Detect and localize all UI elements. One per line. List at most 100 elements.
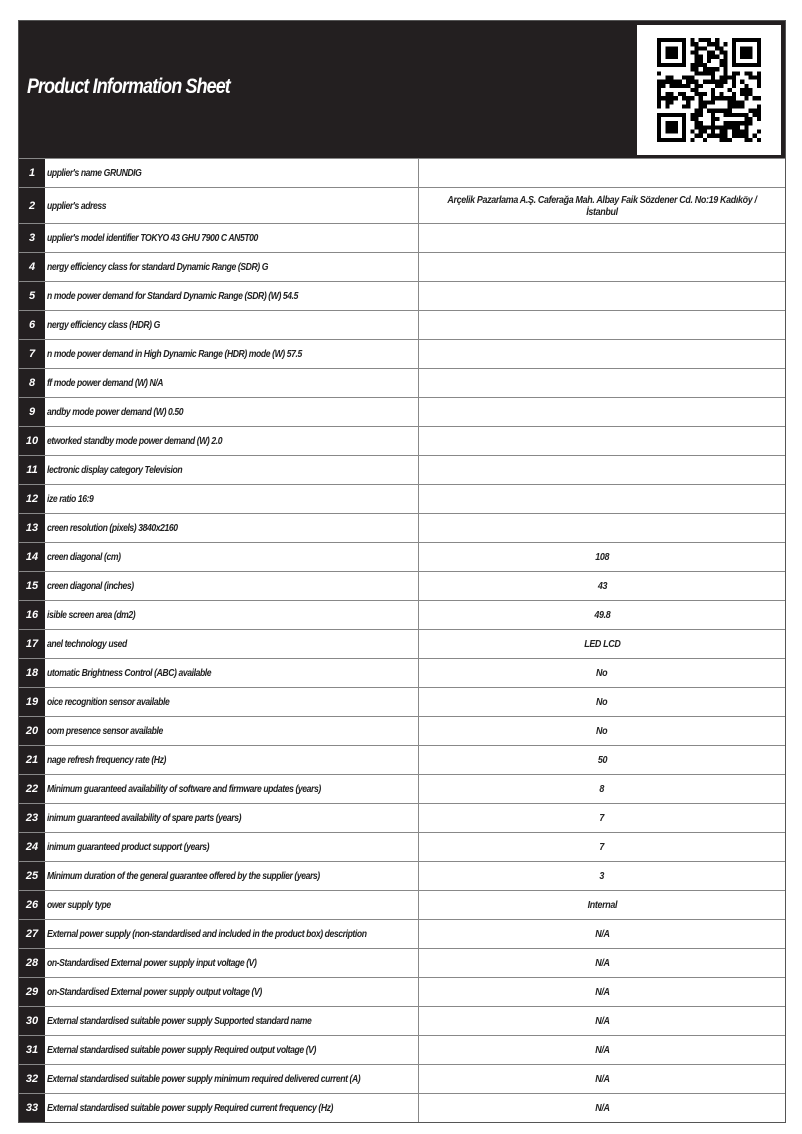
row-label: lectronic display category Television: [45, 456, 419, 484]
row-label: nergy efficiency class (HDR) G: [45, 311, 419, 339]
row-number: 9: [19, 398, 45, 426]
row-number: 27: [19, 920, 45, 948]
table-row: 9 andby mode power demand (W) 0.50: [19, 397, 785, 426]
table-row: 8 ff mode power demand (W) N/A: [19, 368, 785, 397]
row-label-text: n mode power demand for Standard Dynamic…: [47, 290, 299, 302]
row-label-text: utomatic Brightness Control (ABC) availa…: [47, 667, 212, 679]
row-number: 2: [19, 188, 45, 223]
table-row: 20 oom presence sensor available No: [19, 716, 785, 745]
row-number: 11: [19, 456, 45, 484]
row-value-text: N/A: [594, 1044, 610, 1056]
row-value: No: [419, 688, 785, 716]
product-information-sheet: Product Information Sheet 1 upplier's na…: [18, 20, 786, 1123]
row-number: 17: [19, 630, 45, 658]
row-number: 18: [19, 659, 45, 687]
row-number: 7: [19, 340, 45, 368]
row-value-text: LED LCD: [583, 638, 621, 650]
row-label: Minimum duration of the general guarante…: [45, 862, 419, 890]
row-label: on-Standardised External power supply in…: [45, 949, 419, 977]
row-label-text: etworked standby mode power demand (W) 2…: [47, 435, 223, 447]
row-label-text: nergy efficiency class (HDR) G: [47, 319, 160, 331]
row-value: No: [419, 659, 785, 687]
table-row: 15 creen diagonal (inches) 43: [19, 571, 785, 600]
table-row: 24 inimum guaranteed product support (ye…: [19, 832, 785, 861]
row-label: n mode power demand for Standard Dynamic…: [45, 282, 419, 310]
info-table: 1 upplier's name GRUNDIG 2 upplier's adr…: [19, 158, 785, 1122]
row-value: LED LCD: [419, 630, 785, 658]
row-number: 32: [19, 1065, 45, 1093]
table-row: 3 upplier's model identifier TOKYO 43 GH…: [19, 223, 785, 252]
row-value-text: N/A: [594, 1015, 610, 1027]
row-label: upplier's model identifier TOKYO 43 GHU …: [45, 224, 419, 252]
row-number: 12: [19, 485, 45, 513]
table-row: 4 nergy efficiency class for standard Dy…: [19, 252, 785, 281]
row-number: 25: [19, 862, 45, 890]
row-number: 1: [19, 159, 45, 187]
table-row: 18 utomatic Brightness Control (ABC) ava…: [19, 658, 785, 687]
row-label-text: creen diagonal (inches): [47, 580, 134, 592]
row-value: 43: [419, 572, 785, 600]
row-value-text: No: [596, 725, 608, 737]
page-title: Product Information Sheet: [27, 75, 231, 98]
row-label: anel technology used: [45, 630, 419, 658]
row-value: [419, 485, 785, 513]
row-number: 22: [19, 775, 45, 803]
row-value: 108: [419, 543, 785, 571]
row-number: 23: [19, 804, 45, 832]
row-number: 21: [19, 746, 45, 774]
row-label-text: n mode power demand in High Dynamic Rang…: [47, 348, 302, 360]
row-label-text: on-Standardised External power supply ou…: [47, 986, 262, 998]
row-number: 15: [19, 572, 45, 600]
row-label-text: upplier's name GRUNDIG: [47, 167, 142, 179]
row-label: isible screen area (dm2): [45, 601, 419, 629]
row-number: 20: [19, 717, 45, 745]
row-label-text: ff mode power demand (W) N/A: [47, 377, 164, 389]
qr-code-icon: [657, 38, 761, 142]
row-value: 3: [419, 862, 785, 890]
table-row: 28 on-Standardised External power supply…: [19, 948, 785, 977]
row-label-text: lectronic display category Television: [47, 464, 183, 476]
row-value: N/A: [419, 1007, 785, 1035]
row-value: Internal: [419, 891, 785, 919]
row-label: upplier's adress: [45, 188, 419, 223]
row-number: 26: [19, 891, 45, 919]
table-row: 17 anel technology used LED LCD: [19, 629, 785, 658]
table-row: 22 Minimum guaranteed availability of so…: [19, 774, 785, 803]
row-label-text: External standardised suitable power sup…: [47, 1015, 312, 1027]
row-label: oom presence sensor available: [45, 717, 419, 745]
row-number: 31: [19, 1036, 45, 1064]
row-value: 50: [419, 746, 785, 774]
row-number: 30: [19, 1007, 45, 1035]
row-label: oice recognition sensor available: [45, 688, 419, 716]
row-value-text: Arçelik Pazarlama A.Ş. Caferağa Mah. Alb…: [447, 193, 757, 218]
row-value: [419, 456, 785, 484]
row-value-text: 7: [599, 812, 605, 824]
row-label: ize ratio 16:9: [45, 485, 419, 513]
row-number: 14: [19, 543, 45, 571]
row-label-text: upplier's model identifier TOKYO 43 GHU …: [47, 232, 258, 244]
row-label: n mode power demand in High Dynamic Rang…: [45, 340, 419, 368]
row-value: [419, 159, 785, 187]
row-number: 29: [19, 978, 45, 1006]
row-number: 16: [19, 601, 45, 629]
row-value-text: 43: [597, 580, 607, 592]
row-label: nergy efficiency class for standard Dyna…: [45, 253, 419, 281]
table-row: 27 External power supply (non-standardis…: [19, 919, 785, 948]
row-value: Arçelik Pazarlama A.Ş. Caferağa Mah. Alb…: [419, 188, 785, 223]
row-value: [419, 369, 785, 397]
row-value-text: N/A: [594, 1102, 610, 1114]
row-value-text: 50: [597, 754, 607, 766]
row-value-text: N/A: [594, 928, 610, 940]
row-value: [419, 398, 785, 426]
row-number: 4: [19, 253, 45, 281]
row-label-text: isible screen area (dm2): [47, 609, 136, 621]
row-value-text: N/A: [594, 986, 610, 998]
row-number: 13: [19, 514, 45, 542]
table-row: 10 etworked standby mode power demand (W…: [19, 426, 785, 455]
row-value: N/A: [419, 920, 785, 948]
row-value-text: 49.8: [593, 609, 611, 621]
row-value: N/A: [419, 1065, 785, 1093]
row-label-text: Minimum duration of the general guarante…: [47, 870, 320, 882]
row-label-text: ower supply type: [47, 899, 111, 911]
row-number: 6: [19, 311, 45, 339]
